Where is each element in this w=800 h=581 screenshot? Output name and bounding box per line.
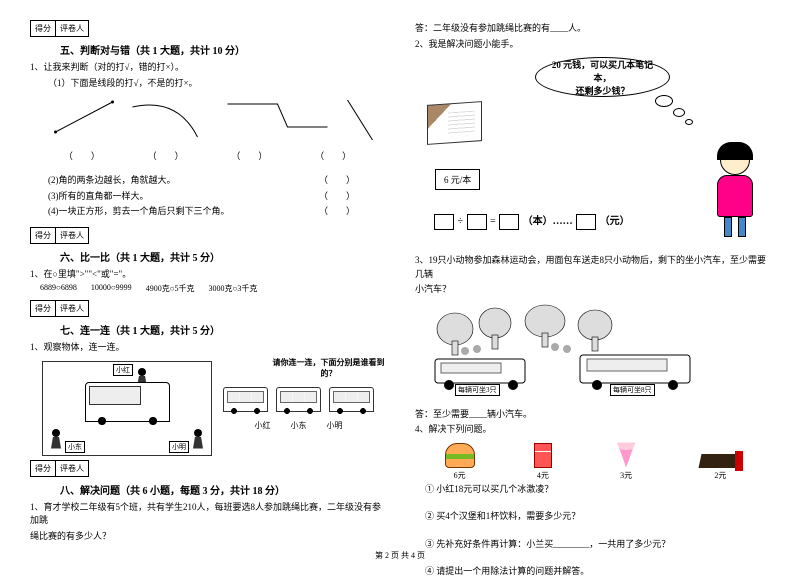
page-footer: 第 2 页 共 4 页: [0, 550, 800, 561]
drink-icon: [534, 443, 552, 468]
price-box: 6 元/本: [435, 169, 480, 190]
sec7-q1: 1、观察物体，连一连。: [30, 341, 385, 355]
q3a: 3、19只小动物参加森林运动会，用面包车送走8只小动物后，剩下的坐小汽车，至少需…: [415, 254, 770, 281]
q2: 2、我是解决问题小能手。: [415, 38, 770, 52]
sec5-sub2: (2)角的两条边越长，角就越大。（ ）: [48, 174, 385, 188]
sec5-title: 五、判断对与错（共 1 大题，共计 10 分）: [60, 42, 385, 57]
paren: （ ）: [315, 149, 351, 162]
speech-bubble: 20 元钱，可以买几本笔记本， 还剩多少钱？: [535, 57, 670, 97]
sec5-sub4: (4)一块正方形，剪去一个角后只剩下三个角。（ ）: [48, 205, 385, 219]
sec7-title: 七、连一连（共 1 大题，共计 5 分）: [60, 322, 385, 337]
notebook-icon: [427, 101, 482, 145]
forest-scene: 每辆可坐3只 每辆可坐8只: [415, 301, 705, 396]
score-box: 得分 评卷人: [30, 300, 89, 317]
sec8-title: 八、解决问题（共 6 小题，每题 3 分，共计 18 分）: [60, 482, 385, 497]
notebook-scene: 20 元钱，可以买几本笔记本， 还剩多少钱？ 6 元/本 ÷ = （本）……: [415, 53, 770, 248]
ans3: 答：至少需要____辆小汽车。: [415, 408, 770, 422]
sec6-q1: 1、在○里填">""<"或"="。: [30, 268, 385, 282]
q4: 4、解决下列问题。: [415, 423, 770, 437]
grader-label: 评卷人: [56, 21, 88, 36]
sub-q2: ② 买4个汉堡和1杯饮料，需要多少元？: [425, 510, 770, 524]
sec8-q1a: 1、育才学校二年级有5个班，共有学生210人，每班要选8人参加跳绳比赛，二年级没…: [30, 501, 385, 528]
compare-row: 6889○6898 10000○9999 4900克○5千克 3000克○3千克: [40, 283, 385, 294]
sub-q4: ④ 请提出一个用除法计算的问题并解答。: [425, 565, 770, 579]
chocolate-icon: [699, 454, 742, 468]
observe-scene: 小红 小东 小明: [42, 361, 212, 456]
girl-icon: [706, 145, 764, 240]
score-box: 得分 评卷人: [30, 460, 89, 477]
paren: （ ）: [231, 149, 267, 162]
paren: （ ）: [64, 149, 100, 162]
food-row: 6元 4元 3元 2元: [415, 443, 770, 481]
names-row: 小红 小东 小明: [212, 420, 385, 431]
sec5-q1: 1、让我来判断（对的打√，错的打×）。: [30, 61, 385, 75]
line-shapes: [30, 92, 385, 147]
score-box: 得分 评卷人: [30, 20, 89, 37]
score-label: 得分: [31, 21, 56, 36]
sec8-q1b: 绳比赛的有多少人？: [30, 530, 385, 544]
bus-row: [212, 387, 385, 412]
sec5-sub1: （1）下面是线段的打√，不是的打×。: [48, 77, 385, 91]
icecream-icon: [611, 443, 641, 468]
paren-row: （ ） （ ） （ ） （ ）: [40, 149, 375, 162]
sec6-title: 六、比一比（共 1 大题，共计 5 分）: [60, 249, 385, 264]
paren: （ ）: [148, 149, 184, 162]
equation-row: ÷ = （本）…… （元）: [433, 212, 630, 230]
sec5-sub3: (3)所有的直角都一样大。（ ）: [48, 190, 385, 204]
burger-icon: [445, 443, 475, 468]
sub-q1: ① 小红18元可以买几个冰激凌？: [425, 483, 770, 497]
score-box: 得分 评卷人: [30, 227, 89, 244]
sub-q3: ③ 先补充好条件再计算：小兰买________，一共用了多少元？: [425, 538, 770, 552]
q3b: 小汽车？: [415, 283, 770, 297]
ans1: 答：二年级没有参加跳绳比赛的有____人。: [415, 22, 770, 36]
conn-hint: 请你连一连，下面分别是谁看到的？: [272, 357, 385, 379]
